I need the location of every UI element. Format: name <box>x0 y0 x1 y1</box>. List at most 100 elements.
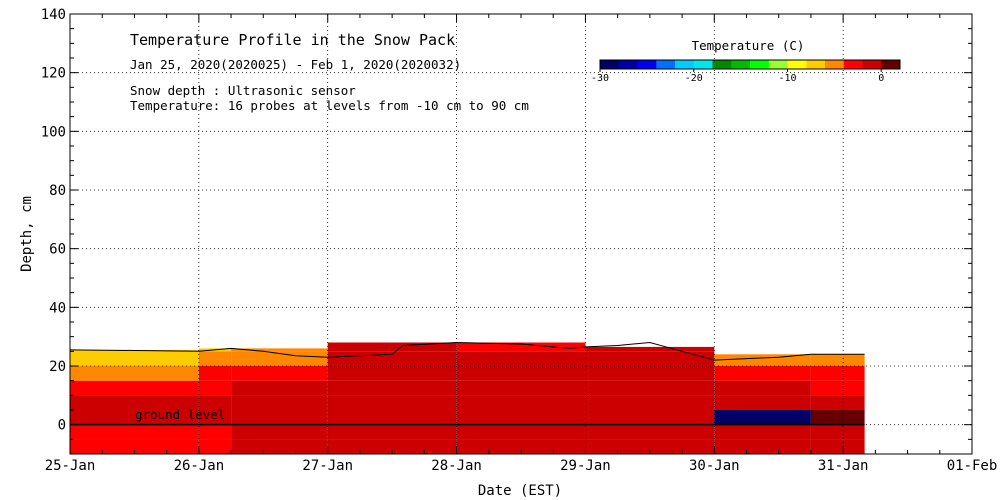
temperature-cell <box>70 351 199 366</box>
colorbar-swatch <box>806 60 826 69</box>
x-tick-label: 01-Feb <box>947 458 998 474</box>
temperature-cell <box>198 395 232 410</box>
grid-layer <box>70 14 972 454</box>
colorbar-frame <box>599 59 901 70</box>
temperature-cell <box>810 366 865 381</box>
colorbar-swatch <box>881 60 901 69</box>
temperature-cell <box>714 439 811 454</box>
temperature-colorbar: Temperature (C) -30 -20 -10 0 <box>591 38 901 84</box>
colorbar-tick-label: -10 <box>778 73 796 84</box>
temperature-cell <box>198 380 232 396</box>
temperature-cell <box>456 395 586 410</box>
temperature-cell <box>585 366 715 381</box>
temperature-cell <box>70 424 199 440</box>
temperature-cell <box>585 424 715 440</box>
date-range-label: Jan 25, 2020(2020025) - Feb 1, 2020(2020… <box>130 57 461 72</box>
temperature-cell <box>585 380 715 396</box>
temperature-cell <box>231 439 328 454</box>
colorbar-swatch <box>825 60 845 69</box>
temperature-cell <box>231 380 328 396</box>
temperature-cell <box>198 351 232 366</box>
tick-layer: 25-Jan 26-Jan 27-Jan 28-Jan 29-Jan 30-Jan 31-J… <box>41 7 998 474</box>
colorbar-title: Temperature (C) <box>692 38 805 53</box>
temperature-cell <box>327 366 457 381</box>
y-axis-title: Depth, cm <box>19 196 35 272</box>
temperature-cell <box>585 351 715 366</box>
temperature-cell <box>456 342 586 352</box>
x-tick-label: 29-Jan <box>560 458 611 474</box>
colorbar-swatch <box>843 60 863 69</box>
temperature-cell <box>327 424 457 440</box>
temperature-cell <box>714 424 811 440</box>
colorbar-swatch <box>637 60 657 69</box>
temperature-cell <box>585 346 715 352</box>
chart-title: Temperature Profile in the Snow Pack <box>130 31 455 49</box>
colorbar-swatch <box>600 60 620 69</box>
temperature-cell <box>231 348 328 352</box>
temperature-cell <box>70 366 199 381</box>
temperature-cell <box>231 410 328 425</box>
temperature-cell <box>327 380 457 396</box>
colorbar-swatch <box>787 60 807 69</box>
temperature-cell <box>198 424 232 440</box>
temperature-cell <box>231 351 328 366</box>
snow-depth-note: Snow depth : Ultrasonic sensor <box>130 83 356 98</box>
temperature-cell <box>70 380 199 396</box>
y-tick-label: 0 <box>58 418 66 434</box>
snow-depth-line <box>69 341 865 361</box>
temperature-cell <box>714 395 811 410</box>
temperature-cell <box>327 351 457 366</box>
temperature-cell <box>456 380 586 396</box>
colorbar-swatch <box>768 60 788 69</box>
y-tick-label: 40 <box>49 300 66 316</box>
x-tick-label: 28-Jan <box>431 458 482 474</box>
colorbar-swatch <box>693 60 713 69</box>
colorbar-swatch <box>656 60 676 69</box>
temperature-cell <box>327 395 457 410</box>
temperature-cell <box>714 380 811 396</box>
colorbar-tick-label: 0 <box>878 73 884 84</box>
temperature-cell <box>456 410 586 425</box>
temperature-cell <box>714 410 811 425</box>
y-tick-label: 20 <box>49 359 66 375</box>
temperature-cell <box>810 354 865 366</box>
x-tick-label: 25-Jan <box>45 458 96 474</box>
temperature-cell <box>810 439 865 454</box>
temperature-cell <box>810 380 865 396</box>
temperature-cell <box>198 439 232 454</box>
temperature-cell <box>810 424 865 440</box>
colorbar-swatch <box>675 60 695 69</box>
colorbar-swatch <box>750 60 770 69</box>
colorbar-tick-label: -20 <box>685 73 703 84</box>
temperature-cell <box>231 395 328 410</box>
temperature-cell <box>198 410 232 425</box>
y-tick-label: 80 <box>49 183 66 199</box>
colorbar-tick-label: -30 <box>591 73 609 84</box>
x-tick-label: 26-Jan <box>174 458 225 474</box>
temperature-cell <box>70 410 199 425</box>
x-tick-label: 30-Jan <box>689 458 740 474</box>
x-tick-label: 31-Jan <box>818 458 869 474</box>
x-tick-label: 27-Jan <box>302 458 353 474</box>
temperature-note: Temperature: 16 probes at levels from -1… <box>130 98 529 113</box>
temperature-fill-layer <box>70 342 865 454</box>
colorbar-swatch <box>618 60 638 69</box>
y-tick-label: 140 <box>41 7 66 23</box>
temperature-cell <box>231 366 328 381</box>
colorbar-ticks: -30 -20 -10 0 <box>591 69 884 84</box>
y-tick-label: 100 <box>41 124 66 140</box>
temperature-cell <box>714 366 811 381</box>
temperature-cell <box>456 424 586 440</box>
ground-level-label: ground level <box>135 407 225 422</box>
x-axis-title: Date (EST) <box>478 483 562 499</box>
colorbar-swatch <box>712 60 732 69</box>
temperature-cell <box>231 424 328 440</box>
temperature-cell <box>585 395 715 410</box>
temperature-cell <box>198 366 232 381</box>
y-tick-label: 60 <box>49 242 66 258</box>
colorbar-swatch <box>862 60 882 69</box>
y-tick-label: 120 <box>41 66 66 82</box>
temperature-cell <box>456 366 586 381</box>
temperature-cell <box>456 351 586 366</box>
